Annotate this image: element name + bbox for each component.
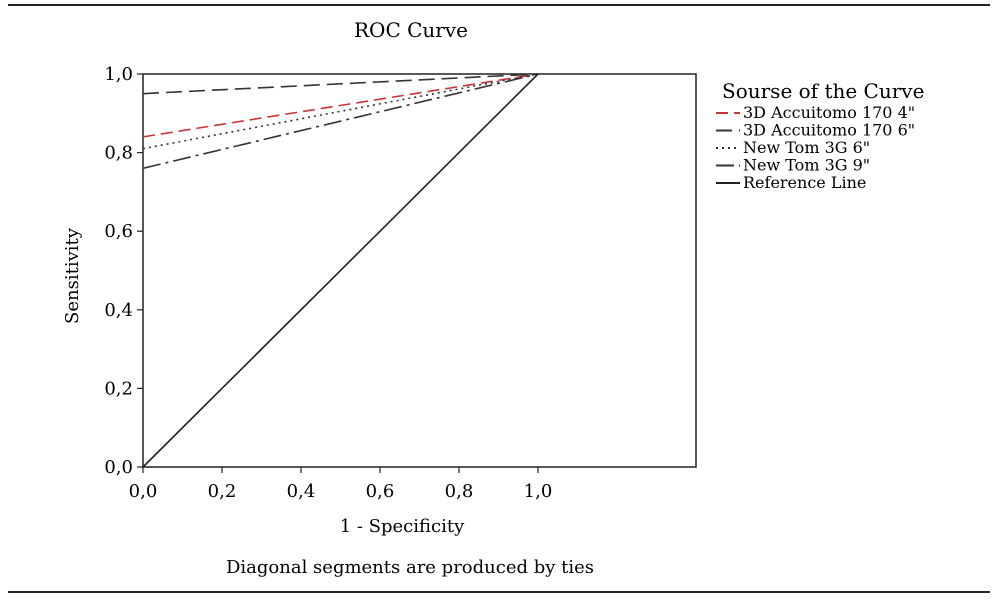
bottom-rule — [8, 591, 990, 593]
chart-footnote: Diagonal segments are produced by ties — [226, 557, 594, 578]
y-tick-label: 1,0 — [104, 64, 133, 85]
series-line — [142, 73, 539, 170]
y-tick-label: 0,2 — [104, 378, 133, 399]
legend-entry-label: New Tom 3G 6" — [743, 138, 870, 157]
series-line — [142, 73, 539, 468]
y-axis-label: Sensitivity — [62, 227, 83, 324]
x-tick-label: 0,0 — [129, 481, 158, 502]
series-line — [142, 73, 539, 138]
legend-entry-label: Reference Line — [743, 173, 866, 192]
x-tick-label: 0,4 — [287, 481, 316, 502]
plot-area — [142, 73, 697, 468]
x-tick-label: 0,2 — [208, 481, 237, 502]
legend-entry-label: 3D Accuitomo 170 4" — [743, 103, 915, 122]
top-rule — [8, 4, 990, 6]
x-tick-label: 0,6 — [366, 481, 395, 502]
x-tick-label: 0,8 — [445, 481, 474, 502]
chart-title: ROC Curve — [354, 18, 468, 42]
legend: 3D Accuitomo 170 4"3D Accuitomo 170 6"Ne… — [716, 103, 915, 192]
y-tick-label: 0,6 — [104, 221, 133, 242]
y-tick-label: 0,4 — [104, 300, 133, 321]
series-line — [142, 73, 539, 150]
y-tick-label: 0,8 — [104, 143, 133, 164]
x-tick-label: 1,0 — [524, 481, 553, 502]
y-tick-label: 0,0 — [104, 457, 133, 478]
legend-title: Sourse of the Curve — [722, 79, 924, 103]
legend-entry-label: 3D Accuitomo 170 6" — [743, 121, 915, 140]
x-axis-label: 1 - Specificity — [340, 516, 465, 537]
series-line — [142, 73, 539, 95]
legend-entry-label: New Tom 3G 9" — [743, 156, 870, 175]
